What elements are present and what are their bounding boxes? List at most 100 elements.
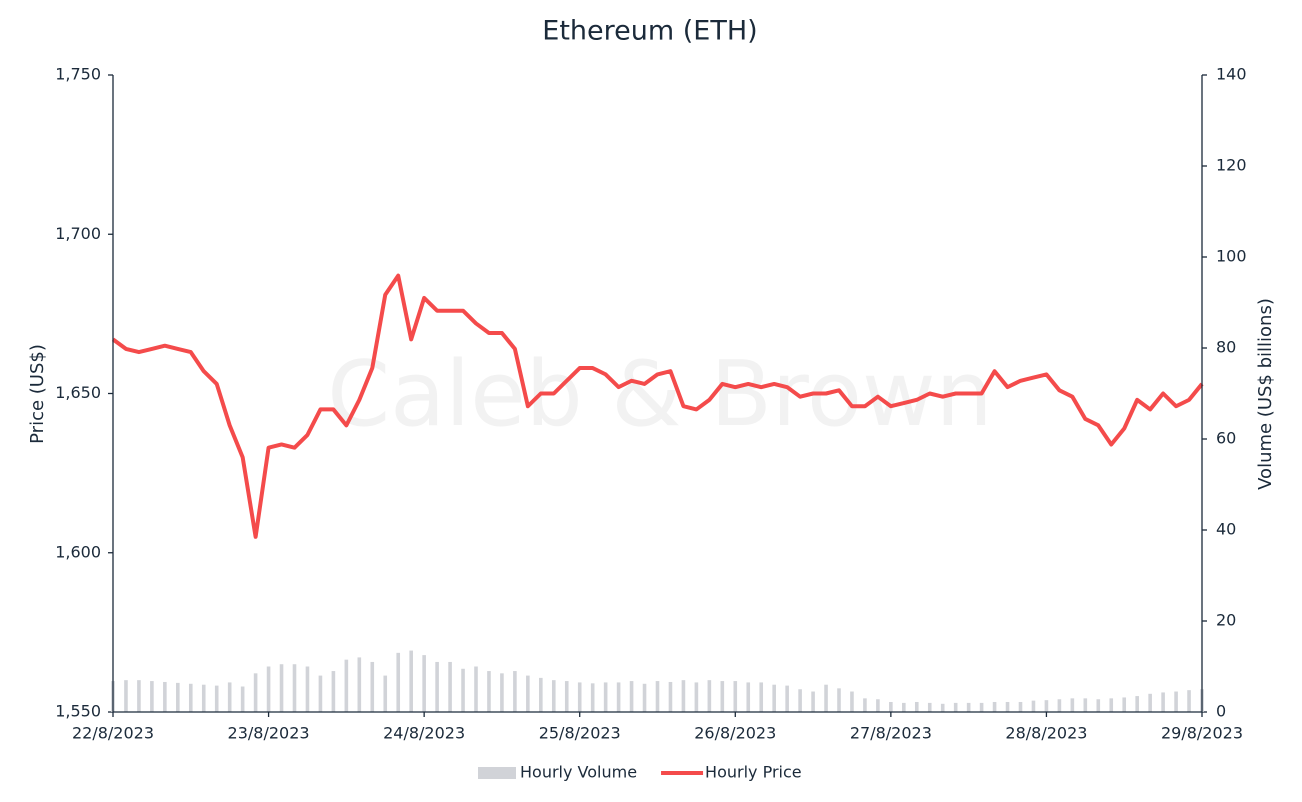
volume-bar	[305, 666, 310, 712]
volume-bar	[448, 661, 452, 712]
volume-bar	[344, 659, 349, 712]
volume-bar	[214, 685, 219, 712]
volume-bar	[811, 691, 815, 712]
legend-label: Hourly Price	[705, 763, 802, 782]
y-tick-label: 1,600	[55, 542, 101, 561]
volume-bar	[850, 691, 854, 712]
volume-bar	[292, 664, 297, 712]
volume-bar	[331, 671, 336, 712]
volume-bar	[577, 682, 582, 712]
volume-bar	[1096, 699, 1101, 712]
volume-bar	[435, 661, 439, 712]
volume-bar	[487, 671, 491, 712]
y2-tick-label: 80	[1216, 338, 1236, 357]
volume-bar	[357, 657, 362, 712]
y2-tick-label: 140	[1216, 65, 1247, 84]
volume-bar	[837, 688, 841, 712]
x-tick-label: 29/8/2023	[1161, 724, 1243, 743]
y2-axis-label: Volume (US$ billions)	[1255, 298, 1276, 490]
volume-bar	[513, 671, 517, 712]
volume-bar	[785, 685, 789, 712]
volume-bar	[551, 680, 556, 712]
y-tick-label: 1,550	[55, 702, 101, 721]
volume-bar	[1044, 700, 1049, 712]
volume-bar	[720, 681, 725, 712]
volume-bar	[733, 681, 738, 712]
volume-bar	[383, 675, 388, 712]
volume-bar	[927, 702, 932, 712]
volume-bar	[1161, 692, 1165, 712]
price-line	[111, 273, 1204, 539]
volume-bar	[564, 681, 569, 712]
volume-bar	[500, 673, 504, 712]
volume-bar	[992, 701, 997, 712]
volume-bar	[1148, 693, 1152, 712]
volume-bar	[876, 699, 880, 712]
x-tick-label: 27/8/2023	[850, 724, 932, 743]
volume-bar	[966, 702, 971, 712]
volume-bar	[668, 681, 673, 712]
x-tick-label: 24/8/2023	[383, 724, 465, 743]
y2-tick-label: 100	[1216, 247, 1247, 266]
volume-bar	[863, 698, 867, 712]
volume-bar	[1070, 698, 1075, 712]
volume-bar	[772, 684, 776, 712]
volume-bar	[188, 683, 193, 712]
volume-bar	[1018, 701, 1023, 712]
volume-bar	[176, 682, 180, 712]
volume-bar	[240, 686, 245, 712]
y2-tick-label: 120	[1216, 156, 1247, 175]
x-tick-label: 25/8/2023	[539, 724, 621, 743]
volume-bar	[914, 701, 919, 712]
volume-bar	[603, 682, 608, 712]
legend-swatch	[478, 767, 516, 779]
volume-bar	[902, 702, 906, 712]
y2-tick-label: 40	[1216, 520, 1236, 539]
x-tick-label: 23/8/2023	[228, 724, 310, 743]
volume-bar	[616, 682, 621, 712]
y2-tick-label: 20	[1216, 611, 1236, 630]
volume-bar	[409, 650, 413, 712]
volume-bar	[824, 684, 828, 712]
volume-bar	[396, 652, 401, 712]
volume-bar	[1109, 698, 1114, 712]
volume-bar	[201, 684, 206, 712]
volume-bar	[266, 666, 271, 712]
volume-bar	[655, 681, 660, 712]
volume-bar	[1174, 691, 1178, 712]
volume-bar	[526, 675, 530, 712]
volume-bar	[137, 680, 141, 712]
volume-bar	[124, 680, 128, 712]
volume-bar	[953, 702, 958, 712]
volume-bar	[1057, 699, 1062, 712]
y-tick-label: 1,700	[55, 224, 101, 243]
volume-bar	[150, 681, 154, 712]
volume-bar	[227, 682, 232, 712]
y-axis-label: Price (US$)	[27, 344, 48, 444]
volume-bar	[681, 680, 686, 712]
volume-bar	[1122, 697, 1127, 712]
volume-bar	[798, 689, 802, 712]
volume-bar	[1031, 700, 1036, 712]
volume-bar	[590, 683, 595, 712]
x-tick-label: 22/8/2023	[72, 724, 154, 743]
volume-bar	[253, 673, 258, 712]
volume-bar	[1083, 698, 1088, 712]
y2-tick-label: 60	[1216, 429, 1236, 448]
y2-tick-label: 0	[1216, 702, 1226, 721]
volume-bar	[474, 666, 478, 712]
volume-bar	[707, 680, 712, 712]
volume-bar	[461, 668, 465, 712]
watermark: Caleb & Brown	[327, 342, 992, 447]
volume-bar	[759, 682, 764, 712]
legend-label: Hourly Volume	[520, 763, 637, 782]
volume-bar	[318, 675, 323, 712]
volume-bar	[370, 661, 375, 712]
volume-bar	[1135, 696, 1139, 712]
volume-bar	[1005, 701, 1010, 712]
y-tick-label: 1,650	[55, 383, 101, 402]
volume-bar	[1187, 690, 1191, 712]
volume-bar	[163, 681, 167, 712]
chart-title: Ethereum (ETH)	[542, 16, 757, 47]
